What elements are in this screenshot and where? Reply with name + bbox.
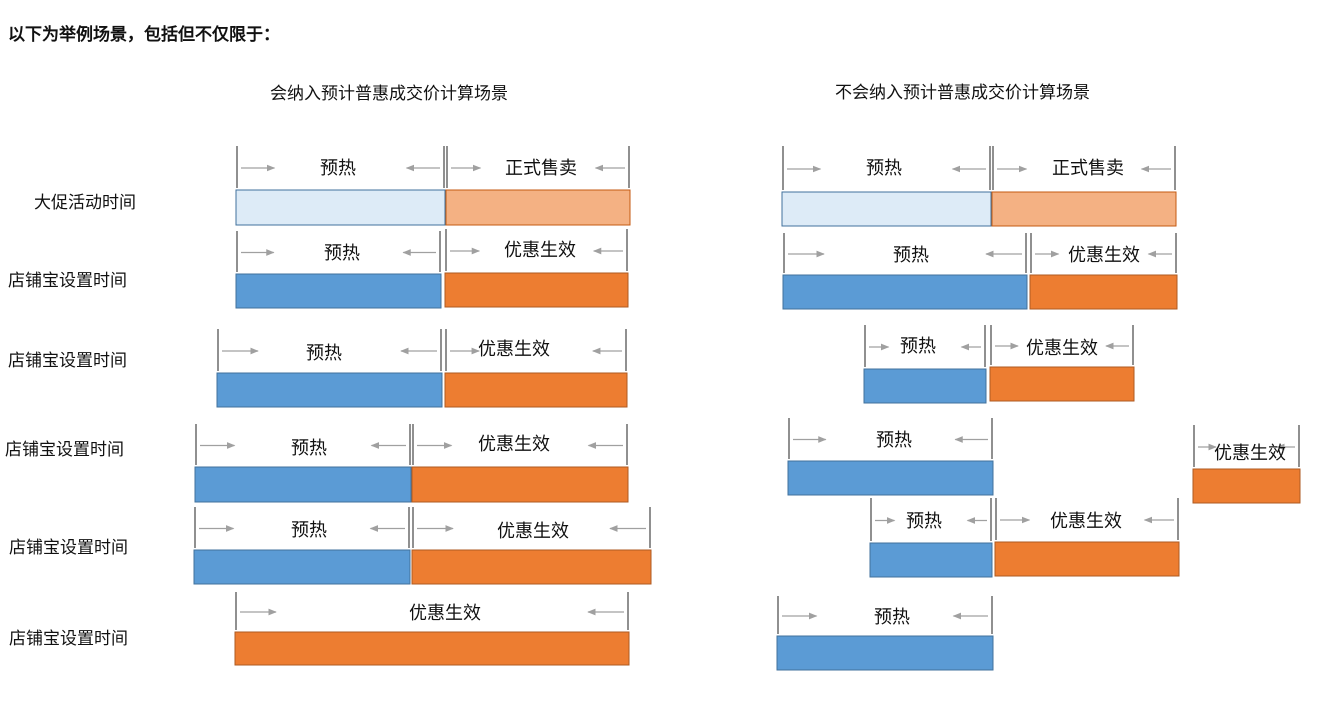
timeline-bar-active [234,631,630,666]
intro-heading: 以下为举例场景，包括但不仅限于： [8,25,280,45]
row-label-promo-time: 大促活动时间 [34,193,136,213]
segment-label: 优惠生效 [497,521,569,542]
timeline-bar-warmup [776,635,994,671]
row-label-shop-setting-5: 店铺宝设置时间 [9,629,128,649]
timeline-bar-warmup [782,274,1028,310]
timeline-bar-active [991,191,1177,227]
timeline-bar-active [994,541,1180,577]
segment-label: 预热 [291,520,327,541]
row-label-shop-setting-4: 店铺宝设置时间 [9,538,128,558]
timeline-bar-warmup [235,273,442,309]
segment-label: 正式售卖 [505,158,577,179]
timeline-bar-warmup [869,542,993,578]
timeline-bar-active [444,272,629,308]
segment-label: 预热 [324,243,360,264]
segment-label: 优惠生效 [478,434,550,455]
timeline-bar-warmup [863,368,987,404]
segment-label: 预热 [906,511,942,532]
segment-label: 优惠生效 [478,339,550,360]
timeline-bar-active [444,372,628,408]
timeline-bar-active [445,189,631,226]
segment-label: 预热 [306,343,342,364]
segment-label: 预热 [291,438,327,459]
segment-label: 预热 [866,158,902,179]
timeline-bar-warmup [193,549,411,585]
row-label-shop-setting-2: 店铺宝设置时间 [8,351,127,371]
timeline-bar-warmup [781,191,992,227]
row-label-shop-setting-3: 店铺宝设置时间 [5,440,124,460]
segment-label: 预热 [893,245,929,266]
timeline-bar-active [411,466,629,503]
segment-label: 优惠生效 [504,240,576,261]
timeline-bar-warmup [235,189,446,226]
segment-label: 优惠生效 [1068,245,1140,266]
segment-label: 优惠生效 [1026,338,1098,359]
timeline-bar-active [989,366,1135,402]
segment-label: 正式售卖 [1052,158,1124,179]
timeline-bar-active [411,549,652,585]
segment-label: 优惠生效 [409,603,481,624]
timeline-bar-warmup [194,466,412,503]
included-section-title: 会纳入预计普惠成交价计算场景 [270,84,508,104]
segment-label: 预热 [876,430,912,451]
row-label-shop-setting-1: 店铺宝设置时间 [8,271,127,291]
segment-label: 预热 [900,336,936,357]
segment-label: 优惠生效 [1214,443,1286,464]
timeline-bar-warmup [787,460,994,496]
excluded-section-title: 不会纳入预计普惠成交价计算场景 [835,83,1090,103]
segment-label: 预热 [874,607,910,628]
timeline-bar-active [1192,468,1301,504]
segment-label: 优惠生效 [1050,511,1122,532]
timeline-bar-active [1029,274,1178,310]
timeline-bar-warmup [216,372,443,408]
segment-label: 预热 [320,158,356,179]
